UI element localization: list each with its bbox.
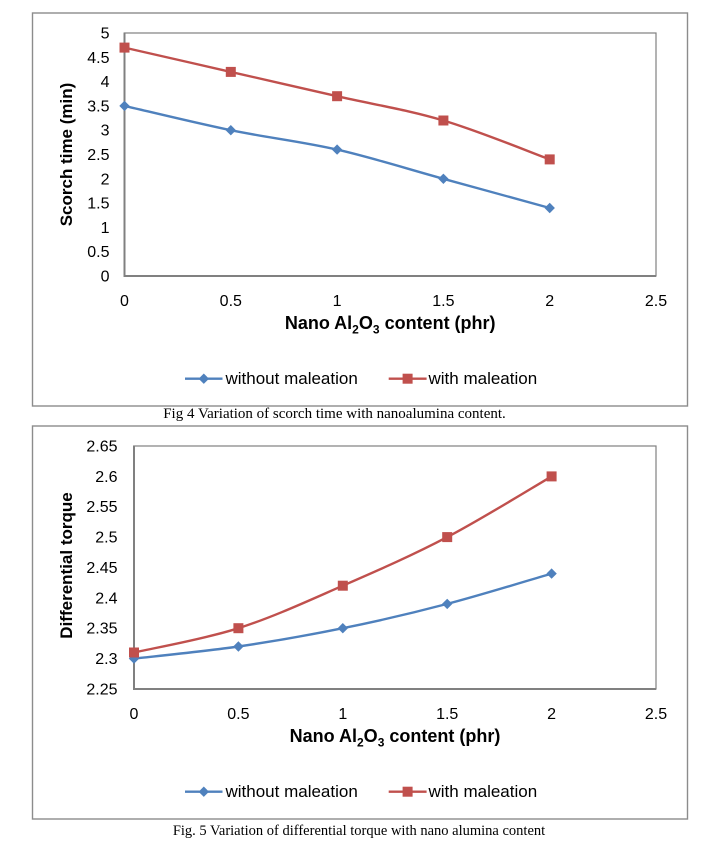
svg-text:5: 5 bbox=[101, 26, 110, 43]
svg-text:0.5: 0.5 bbox=[227, 706, 249, 723]
svg-text:0: 0 bbox=[130, 706, 139, 723]
svg-text:2: 2 bbox=[545, 293, 554, 310]
svg-text:with maleation: with maleation bbox=[428, 369, 538, 388]
svg-text:2.35: 2.35 bbox=[86, 621, 117, 638]
svg-text:Differential torque: Differential torque bbox=[57, 492, 76, 638]
svg-text:2.4: 2.4 bbox=[95, 590, 117, 607]
svg-text:Nano Al2O3 content (phr): Nano Al2O3 content (phr) bbox=[290, 726, 501, 750]
svg-text:2.6: 2.6 bbox=[95, 469, 117, 486]
svg-text:without maleation: without maleation bbox=[225, 369, 358, 388]
svg-text:0: 0 bbox=[101, 269, 110, 286]
svg-text:1: 1 bbox=[101, 220, 110, 237]
svg-text:1.5: 1.5 bbox=[87, 196, 109, 213]
svg-text:2.25: 2.25 bbox=[86, 682, 117, 699]
svg-text:2.3: 2.3 bbox=[95, 651, 117, 668]
svg-text:Scorch time (min): Scorch time (min) bbox=[57, 83, 76, 227]
svg-text:without maleation: without maleation bbox=[225, 782, 358, 801]
svg-text:3.5: 3.5 bbox=[87, 98, 109, 115]
svg-text:Nano Al2O3 content (phr): Nano Al2O3 content (phr) bbox=[285, 313, 496, 337]
svg-text:2.5: 2.5 bbox=[645, 706, 667, 723]
svg-text:2.45: 2.45 bbox=[86, 560, 117, 577]
svg-text:2.65: 2.65 bbox=[86, 439, 117, 456]
svg-text:4: 4 bbox=[101, 74, 110, 91]
svg-text:1.5: 1.5 bbox=[432, 293, 454, 310]
svg-text:0.5: 0.5 bbox=[220, 293, 242, 310]
svg-text:0.5: 0.5 bbox=[87, 244, 109, 261]
svg-text:2.5: 2.5 bbox=[645, 293, 667, 310]
svg-text:3: 3 bbox=[101, 123, 110, 140]
svg-text:2: 2 bbox=[101, 171, 110, 188]
svg-text:2.5: 2.5 bbox=[87, 147, 109, 164]
svg-text:2.55: 2.55 bbox=[86, 499, 117, 516]
svg-text:0: 0 bbox=[120, 293, 129, 310]
svg-text:2: 2 bbox=[547, 706, 556, 723]
svg-text:with maleation: with maleation bbox=[428, 782, 538, 801]
svg-text:1: 1 bbox=[338, 706, 347, 723]
svg-text:2.5: 2.5 bbox=[95, 530, 117, 547]
svg-text:4.5: 4.5 bbox=[87, 50, 109, 67]
svg-text:1: 1 bbox=[333, 293, 342, 310]
svg-text:1.5: 1.5 bbox=[436, 706, 458, 723]
